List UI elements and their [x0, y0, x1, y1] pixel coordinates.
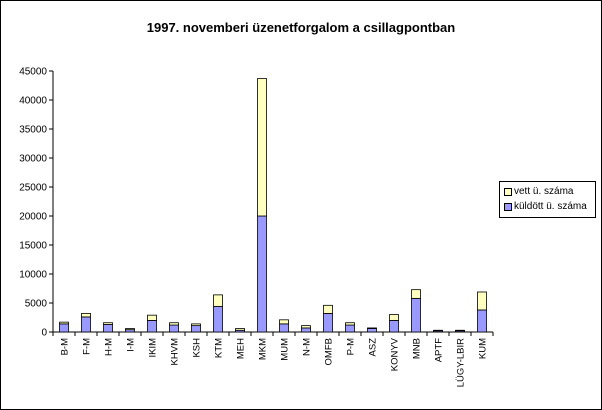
bar-received-MEH [235, 328, 245, 331]
x-tick-label-B-M: B-M [60, 338, 71, 356]
bar-received-F-M [81, 313, 91, 318]
bar-sent-MNB [411, 297, 421, 333]
x-tick-label-KSH: KSH [192, 338, 203, 358]
bar-received-H-M [103, 322, 113, 325]
bar-received-MNB [411, 289, 421, 299]
y-tick-label: 25000 [19, 183, 47, 194]
x-tick-label-KUM: KUM [478, 338, 489, 359]
x-tick-label-APTF: APTF [434, 338, 445, 362]
legend-swatch-received [504, 187, 512, 196]
bar-sent-F-M [81, 316, 91, 333]
y-tick-label: 30000 [19, 154, 47, 165]
bar-received-OMFB [323, 304, 333, 314]
y-ticks: 0 5000 10000 15000 20000 25000 30000 35000 40000… [19, 67, 53, 339]
bar-received-N-M [301, 325, 311, 329]
y-tick-label: 45000 [19, 67, 47, 78]
x-tick-label-MUM: MUM [280, 338, 291, 361]
bar-received-P-M [345, 322, 355, 326]
bar-sent-MKM [257, 215, 267, 333]
legend: vett ü. száma küldött ü. száma [499, 181, 596, 218]
bar-received-KUM [477, 291, 487, 311]
y-tick-label: 10000 [19, 270, 47, 281]
x-tick-label-ASZ: ASZ [368, 338, 379, 357]
bar-received-KSH [191, 323, 201, 327]
bar-sent-ASZ [367, 328, 377, 333]
x-tick-label-I-M: I-M [126, 338, 137, 352]
bar-sent-N-M [301, 327, 311, 333]
x-tick-label-P-M: P-M [346, 338, 357, 356]
x-tick-label-MEH: MEH [236, 338, 247, 359]
y-tick-label: 15000 [19, 241, 47, 252]
bar-received-LÜGY-LBIR [455, 329, 465, 332]
bar-sent-MUM [279, 323, 289, 333]
bar-received-MKM [257, 78, 267, 217]
bars [59, 78, 487, 333]
bar-received-APTF [433, 329, 443, 332]
bar-received-B-M [59, 321, 69, 325]
legend-label-received: vett ü. száma [514, 186, 574, 197]
x-tick-label-LÜGY-LBIR: LÜGY-LBIR [456, 338, 467, 387]
bar-received-I-M [125, 328, 135, 331]
x-tick-label-F-M: F-M [82, 338, 93, 355]
x-tick-labels: B-M F-M H-M I-M IKIM KHVM KSH KTM MEH MKM MUM N-M OM… [52, 332, 494, 387]
bar-sent-IKIM [147, 319, 157, 333]
x-tick-label-MKM: MKM [258, 338, 269, 360]
legend-label-sent: küldött ü. száma [514, 201, 587, 212]
bar-sent-KSH [191, 325, 201, 333]
y-tick-label: 35000 [19, 125, 47, 136]
bar-sent-KONYV [389, 319, 399, 333]
x-tick-label-H-M: H-M [104, 338, 115, 356]
bar-sent-OMFB [323, 313, 333, 333]
bar-sent-KTM [213, 306, 223, 333]
bar-received-KTM [213, 294, 223, 307]
bar-sent-KHVM [169, 324, 179, 333]
y-tick-label: 0 [41, 328, 47, 339]
x-tick-label-KHVM: KHVM [170, 338, 181, 366]
bar-received-KHVM [169, 322, 179, 326]
y-tick-label: 40000 [19, 96, 47, 107]
bar-sent-B-M [59, 323, 69, 333]
x-tick-label-IKIM: IKIM [148, 338, 159, 358]
y-tick-label: 5000 [25, 299, 48, 310]
bar-sent-P-M [345, 324, 355, 333]
x-tick-label-N-M: N-M [302, 338, 313, 356]
chart-title: 1997. novemberi üzenetforgalom a csillag… [146, 20, 456, 35]
legend-item-sent: küldött ü. száma [504, 201, 587, 213]
legend-swatch-sent [504, 202, 512, 211]
bar-received-ASZ [367, 327, 377, 329]
bar-received-MUM [279, 319, 289, 325]
x-tick-label-KONYV: KONYV [390, 337, 401, 371]
y-tick-label: 20000 [19, 212, 47, 223]
x-tick-label-OMFB: OMFB [324, 338, 335, 365]
bar-sent-KUM [477, 309, 487, 333]
x-tick-label-KTM: KTM [214, 338, 225, 358]
x-tick-label-MNB: MNB [412, 338, 423, 359]
bar-received-KONYV [389, 314, 399, 321]
legend-item-received: vett ü. száma [504, 186, 573, 198]
bar-received-IKIM [147, 314, 157, 321]
bar-sent-H-M [103, 324, 113, 333]
